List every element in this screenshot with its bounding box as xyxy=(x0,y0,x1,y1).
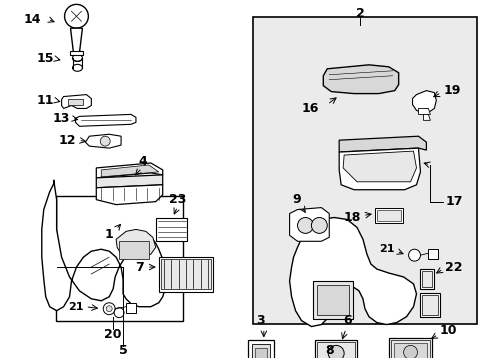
Bar xyxy=(317,342,354,360)
Text: 8: 8 xyxy=(325,344,333,357)
Text: 5: 5 xyxy=(119,344,127,357)
Polygon shape xyxy=(418,108,429,114)
Bar xyxy=(247,341,273,360)
Polygon shape xyxy=(323,65,398,94)
Bar xyxy=(126,303,136,313)
Circle shape xyxy=(103,303,115,315)
Text: 7: 7 xyxy=(135,261,143,274)
Polygon shape xyxy=(96,185,163,204)
Text: 9: 9 xyxy=(292,193,300,206)
Circle shape xyxy=(297,217,313,233)
Text: 18: 18 xyxy=(343,211,360,224)
Text: 17: 17 xyxy=(445,195,462,208)
Circle shape xyxy=(114,308,124,318)
Polygon shape xyxy=(61,95,91,108)
Text: 3: 3 xyxy=(256,314,264,327)
Ellipse shape xyxy=(72,64,82,71)
Bar xyxy=(156,217,187,241)
Bar xyxy=(317,285,348,315)
Text: 13: 13 xyxy=(52,112,69,125)
Text: 20: 20 xyxy=(104,328,122,341)
Bar xyxy=(422,271,431,287)
Polygon shape xyxy=(423,114,429,120)
Circle shape xyxy=(408,249,420,261)
Bar xyxy=(376,210,400,221)
Polygon shape xyxy=(116,229,156,257)
Ellipse shape xyxy=(72,54,82,61)
Polygon shape xyxy=(41,180,165,311)
Polygon shape xyxy=(412,91,435,112)
Text: 15: 15 xyxy=(36,53,54,66)
Polygon shape xyxy=(75,114,136,126)
Polygon shape xyxy=(70,28,82,53)
Bar xyxy=(251,345,269,360)
Polygon shape xyxy=(339,136,426,152)
Bar xyxy=(315,341,356,360)
Circle shape xyxy=(100,136,110,146)
Polygon shape xyxy=(339,148,420,190)
Polygon shape xyxy=(101,165,159,177)
Bar xyxy=(161,259,211,289)
Bar xyxy=(420,269,433,289)
Text: 11: 11 xyxy=(36,94,54,107)
Bar xyxy=(56,196,183,321)
Text: 12: 12 xyxy=(59,134,76,147)
Circle shape xyxy=(311,217,326,233)
Text: 6: 6 xyxy=(342,314,351,327)
Bar xyxy=(420,293,439,317)
Text: 4: 4 xyxy=(138,156,147,168)
Bar xyxy=(427,249,437,259)
Polygon shape xyxy=(343,151,416,182)
Text: 21: 21 xyxy=(378,244,394,254)
Text: 10: 10 xyxy=(438,324,456,337)
Text: 23: 23 xyxy=(168,193,186,206)
Polygon shape xyxy=(96,163,163,178)
Bar xyxy=(254,348,266,358)
Bar xyxy=(119,241,148,259)
Bar xyxy=(374,208,402,224)
Bar xyxy=(253,17,476,324)
Circle shape xyxy=(106,306,112,312)
Text: 2: 2 xyxy=(355,7,364,20)
Bar xyxy=(388,338,431,360)
Text: 22: 22 xyxy=(445,261,462,274)
Text: 21: 21 xyxy=(68,302,83,312)
Circle shape xyxy=(327,345,344,360)
Polygon shape xyxy=(289,217,416,327)
Polygon shape xyxy=(96,175,163,188)
Polygon shape xyxy=(289,208,328,241)
Bar xyxy=(393,343,427,360)
Bar xyxy=(67,99,83,105)
Bar xyxy=(313,281,352,319)
Text: 19: 19 xyxy=(442,84,460,97)
Circle shape xyxy=(403,345,417,359)
Bar xyxy=(69,51,83,55)
Text: 14: 14 xyxy=(24,13,41,26)
Polygon shape xyxy=(85,134,121,148)
Text: 16: 16 xyxy=(301,102,319,115)
Bar xyxy=(422,295,437,315)
Bar xyxy=(390,341,429,360)
Circle shape xyxy=(64,4,88,28)
Bar xyxy=(159,257,213,292)
Text: 1: 1 xyxy=(104,228,113,241)
